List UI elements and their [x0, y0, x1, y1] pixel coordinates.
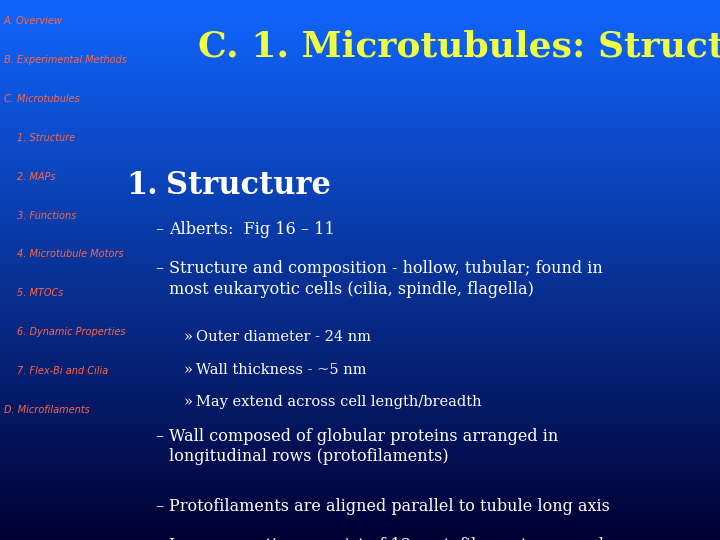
Text: 1.: 1.	[126, 170, 158, 201]
Text: 3. Functions: 3. Functions	[17, 211, 76, 221]
Text: –: –	[155, 221, 163, 238]
Text: »: »	[184, 395, 192, 409]
Text: 4. Microtubule Motors: 4. Microtubule Motors	[17, 249, 123, 260]
Text: In cross section, consist of 13 protofilaments arrayed
in circular pattern withi: In cross section, consist of 13 protofil…	[169, 537, 604, 540]
Text: Protofilaments are aligned parallel to tubule long axis: Protofilaments are aligned parallel to t…	[169, 498, 610, 515]
Text: –: –	[155, 428, 163, 444]
Text: May extend across cell length/breadth: May extend across cell length/breadth	[196, 395, 482, 409]
Text: Structure: Structure	[166, 170, 330, 201]
Text: 2. MAPs: 2. MAPs	[17, 172, 55, 182]
Text: 1. Structure: 1. Structure	[17, 133, 75, 143]
Text: –: –	[155, 260, 163, 277]
Text: A. Overview: A. Overview	[4, 16, 63, 26]
Text: Alberts:  Fig 16 – 11: Alberts: Fig 16 – 11	[169, 221, 335, 238]
Text: D. Microfilaments: D. Microfilaments	[4, 405, 89, 415]
Text: Wall thickness - ~5 nm: Wall thickness - ~5 nm	[196, 363, 366, 377]
Text: Wall composed of globular proteins arranged in
longitudinal rows (protofilaments: Wall composed of globular proteins arran…	[169, 428, 559, 465]
Text: »: »	[184, 363, 192, 377]
Text: »: »	[184, 330, 192, 345]
Text: B. Experimental Methods: B. Experimental Methods	[4, 55, 127, 65]
Text: C. 1. Microtubules: Structure: C. 1. Microtubules: Structure	[198, 30, 720, 64]
Text: Outer diameter - 24 nm: Outer diameter - 24 nm	[196, 330, 371, 345]
Text: –: –	[155, 537, 163, 540]
Text: –: –	[155, 498, 163, 515]
Text: Structure and composition - hollow, tubular; found in
most eukaryotic cells (cil: Structure and composition - hollow, tubu…	[169, 260, 603, 298]
Text: 5. MTOCs: 5. MTOCs	[17, 288, 63, 299]
Text: C. Microtubules: C. Microtubules	[4, 94, 79, 104]
Text: 7. Flex-Bi and Cilia: 7. Flex-Bi and Cilia	[17, 366, 108, 376]
Text: 6. Dynamic Properties: 6. Dynamic Properties	[17, 327, 125, 338]
